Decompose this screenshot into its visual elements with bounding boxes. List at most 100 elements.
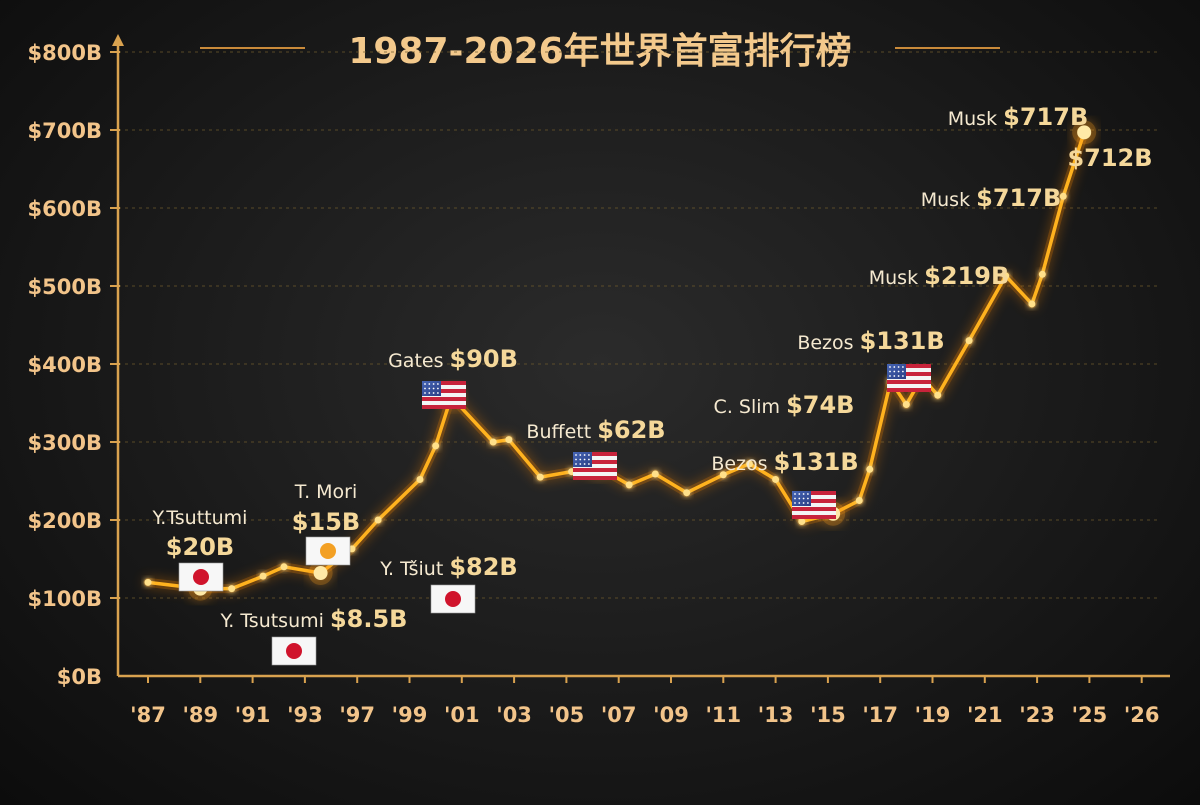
flag-stripe: [573, 452, 617, 456]
flag-star: [794, 493, 796, 495]
flag-canton: [422, 381, 441, 396]
y-tick-labels: $0B $100B $200B $300B $400B $500B $600B $700B $8…: [28, 41, 102, 689]
annotation-7: C. Slim $74B: [714, 391, 855, 419]
flag-star: [807, 502, 809, 504]
flag-star: [588, 454, 590, 456]
data-point: [144, 578, 152, 586]
y-axis-arrow: [112, 34, 124, 46]
data-point: [505, 436, 513, 444]
annotation-name: Y.Tsuttumi: [152, 507, 248, 529]
flag-star: [428, 383, 431, 385]
data-point: [855, 497, 863, 504]
y-tick-label: $400B: [28, 353, 102, 377]
data-point: [683, 489, 691, 497]
chart-title: 1987-2026年世界首富排行榜: [348, 30, 851, 72]
flag-star: [798, 493, 801, 495]
flag-star: [437, 392, 439, 394]
flag-stripe: [792, 507, 836, 511]
flag-stripe: [887, 368, 931, 372]
flag-stripe: [573, 476, 617, 480]
y-tick-label: $100B: [28, 587, 102, 611]
annotation-name: Gates: [388, 350, 449, 372]
flag-stripe: [573, 468, 617, 472]
flag-stripe: [792, 491, 836, 495]
flag-star: [424, 392, 426, 394]
x-tick-label: '05: [549, 703, 585, 727]
annotation-12: $712B: [1067, 144, 1152, 172]
flag-stripe: [422, 397, 466, 401]
annotation-label: Bezos $131B: [711, 448, 858, 476]
y-tick-label: $0B: [57, 665, 102, 689]
flag-stripe: [887, 384, 931, 388]
flag-stripe: [792, 499, 836, 503]
flag-stripe: [887, 372, 931, 376]
annotation-label: Musk $219B: [869, 262, 1009, 290]
annotation-value: $62B: [597, 416, 665, 444]
data-point: [934, 391, 942, 399]
flag-stripe: [573, 472, 617, 476]
y-tick-label: $700B: [28, 119, 102, 143]
x-tick-label: '01: [444, 703, 480, 727]
flag-star: [424, 383, 426, 385]
annotation-name: T. Mori: [294, 481, 358, 503]
flag-stripe: [422, 381, 466, 385]
annotation-4: Gates $90B: [388, 345, 518, 409]
flag-star: [889, 375, 891, 377]
data-point: [719, 471, 727, 479]
annotation-label: Bezos $131B: [797, 327, 944, 355]
annotation-label: Buffett $62B: [526, 416, 665, 444]
data-point: [489, 438, 497, 446]
flag-star: [902, 375, 904, 377]
annotation-label: Y. Tsutsumi $8.5B: [220, 605, 408, 633]
annotation-1: Y. Tsutsumi $8.5B: [220, 605, 408, 666]
annotation-label: Musk $717B: [948, 103, 1088, 131]
x-tick-label: '91: [235, 703, 271, 727]
flag-stripe: [422, 401, 466, 405]
annotation-value: $717B: [1003, 103, 1088, 131]
flag-stripe: [792, 511, 836, 515]
y-tick-label: $200B: [28, 509, 102, 533]
flag-stripe: [573, 464, 617, 468]
flag-canton: [792, 491, 811, 506]
annotation-11: Musk $717B: [948, 103, 1088, 131]
annotation-value: $20B: [166, 533, 234, 561]
annotation-name: Y. Tsutsumi: [220, 610, 330, 632]
flag-star: [432, 387, 435, 390]
x-tick-label: '87: [130, 703, 166, 727]
flag-star: [432, 392, 435, 394]
flag-star: [583, 458, 586, 461]
flag-star: [798, 502, 801, 504]
flag-star: [579, 454, 582, 456]
flag-star: [889, 366, 891, 368]
x-tick-label: '99: [392, 703, 428, 727]
flag-star: [437, 387, 439, 390]
annotation-label: Gates $90B: [388, 345, 518, 373]
annotation-value: $717B: [976, 184, 1061, 212]
annotation-label: $712B: [1067, 144, 1152, 172]
annotation-name: Y. Tšiut: [379, 558, 449, 580]
flag-star: [794, 497, 796, 500]
x-tick-label: '89: [182, 703, 218, 727]
annotation-9: Musk $219B: [869, 262, 1009, 290]
data-point: [374, 516, 382, 524]
axes: [110, 34, 1170, 683]
data-point: [965, 337, 973, 345]
flag-stripe: [887, 388, 931, 392]
flag-star: [583, 463, 586, 465]
annotation-8: Bezos $131B: [797, 327, 945, 392]
flag-star: [579, 458, 582, 461]
flag-star: [802, 502, 805, 504]
annotation-10: Musk $717B: [921, 184, 1061, 212]
data-point: [745, 460, 753, 468]
x-tick-label: '09: [653, 703, 689, 727]
flag-stripe: [887, 364, 931, 368]
data-point: [1002, 272, 1010, 280]
usa-flag: [422, 381, 466, 409]
flag-star: [794, 502, 796, 504]
data-point: [772, 475, 780, 483]
x-tick-label: '15: [810, 703, 846, 727]
flag-star: [893, 375, 896, 377]
flag-star: [575, 463, 577, 465]
flag-star: [897, 370, 900, 373]
